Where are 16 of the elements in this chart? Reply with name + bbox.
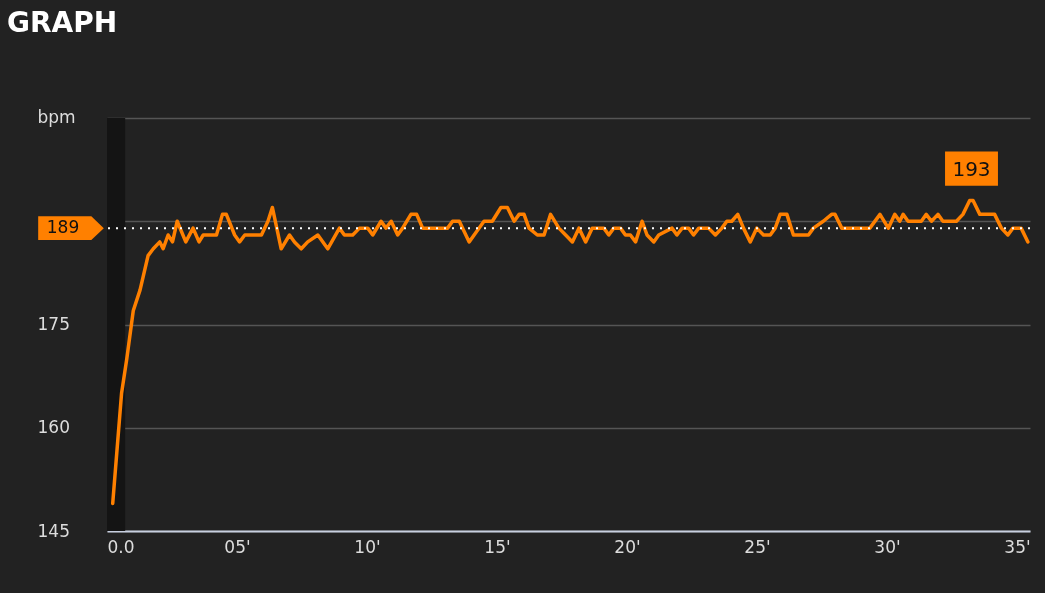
y-tick-label: 145: [37, 520, 70, 541]
y-axis-title: bpm: [37, 106, 76, 127]
chart-title: GRAPH: [7, 6, 118, 39]
x-tick-label: 30': [874, 536, 901, 557]
ref-line-label: 189: [46, 217, 80, 238]
y-tick-label: 160: [37, 417, 70, 438]
x-tick-label: 15': [484, 536, 511, 557]
annotation: 193: [952, 156, 991, 181]
y-tick-label: 175: [37, 314, 70, 334]
x-tick-label: 05': [224, 536, 251, 557]
x-tick-label: 0.0: [107, 536, 135, 557]
x-tick-label: 20': [614, 536, 641, 557]
x-tick-label: 35': [1004, 536, 1031, 557]
x-tick-label: 25': [744, 536, 771, 557]
x-tick-label: 10': [354, 536, 381, 557]
line-series: [110, 198, 1030, 506]
